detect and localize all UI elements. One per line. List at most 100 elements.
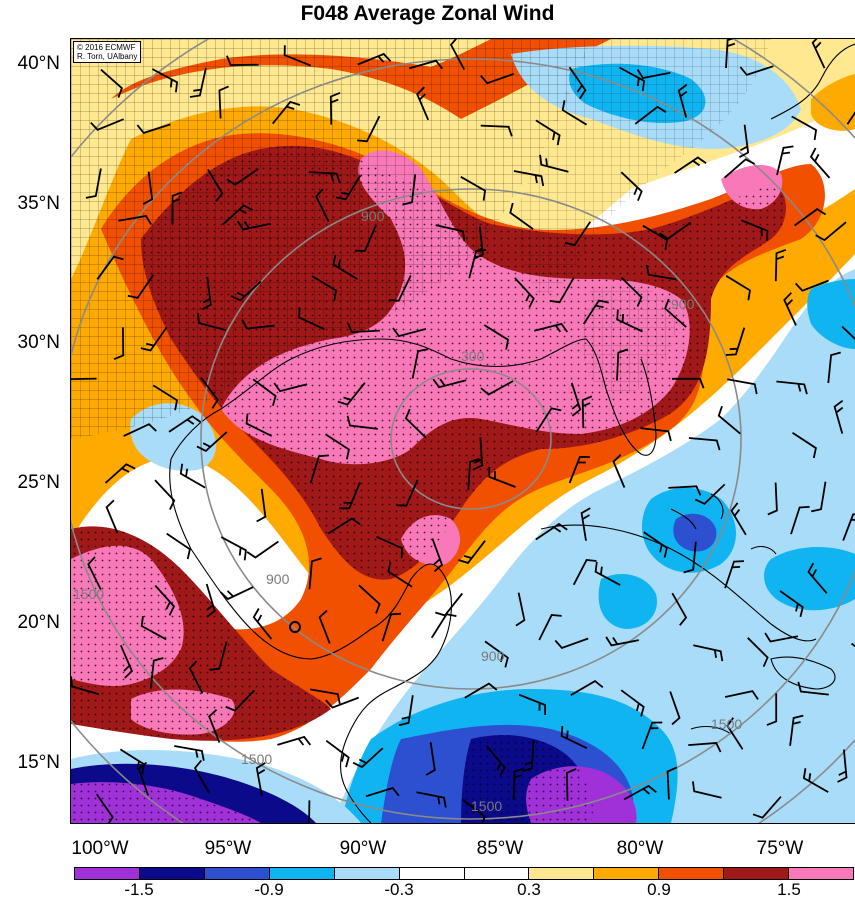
lon-label-75w: 75°W — [756, 838, 804, 859]
wind-barb — [535, 407, 562, 433]
wind-barb — [488, 466, 516, 488]
wind-barb — [693, 644, 724, 662]
wind-barb — [219, 586, 254, 601]
wind-barb — [792, 431, 817, 459]
wind-barb — [842, 513, 855, 541]
wind-barb — [725, 275, 751, 301]
storm-center-marker — [289, 621, 301, 633]
wind-barb — [357, 115, 381, 143]
wind-barb — [346, 415, 378, 430]
colorbar-cell — [204, 868, 270, 879]
wind-barb — [230, 280, 262, 302]
author-text: R. Torn, UAlbany — [77, 52, 138, 61]
colorbar-cell — [269, 868, 335, 879]
colorbar-cell — [659, 868, 725, 879]
wind-barb — [730, 502, 747, 536]
wind-barb — [256, 488, 267, 523]
wind-barb — [85, 168, 102, 199]
wind-barb — [461, 798, 486, 823]
wind-barb — [616, 309, 643, 333]
wind-barb — [535, 522, 568, 541]
wind-barb — [671, 592, 688, 626]
wind-barb — [207, 168, 224, 202]
wind-barb — [404, 408, 427, 439]
colorbar-label: 1.5 — [777, 880, 801, 899]
wind-barb — [277, 735, 312, 746]
wind-barb — [381, 612, 401, 642]
wind-barb — [241, 319, 275, 330]
wind-barb — [724, 690, 759, 700]
wind-barb — [246, 540, 279, 559]
wind-barb — [727, 378, 758, 395]
wind-barb — [376, 535, 404, 559]
wind-barb — [252, 378, 277, 406]
wind-barb — [776, 380, 808, 395]
contour-label-group: 300 900 900 900 900 1500 1500 1500 1500 — [73, 208, 742, 814]
wind-barb — [594, 561, 621, 586]
wind-barb — [672, 377, 705, 389]
wind-barb — [582, 299, 609, 325]
wind-barb — [325, 433, 350, 460]
wind-barb — [431, 538, 444, 573]
wind-barb — [432, 378, 467, 389]
wind-barb — [140, 326, 168, 352]
wind-barb — [308, 171, 341, 184]
colorbar-cell — [724, 868, 790, 879]
wind-barb — [398, 695, 414, 727]
wind-barb — [179, 463, 206, 489]
wind-barb — [222, 204, 254, 226]
wind-barb — [767, 482, 778, 516]
wind-barb — [581, 395, 593, 429]
wind-barb — [90, 118, 124, 131]
wind-barb — [846, 111, 855, 125]
wind-barb — [273, 382, 308, 393]
wind-barb — [827, 351, 841, 384]
wind-barb — [841, 325, 855, 341]
wind-barb — [616, 348, 629, 381]
wind-barb — [480, 380, 514, 396]
lon-label-80w: 80°W — [616, 838, 664, 859]
wind-barb — [837, 749, 848, 783]
colorbar-cell — [464, 868, 530, 879]
wind-barb — [95, 793, 114, 823]
wind-barb — [752, 796, 782, 819]
wind-barb — [580, 507, 591, 541]
wind-barb — [570, 680, 604, 696]
wind-barb — [815, 221, 847, 242]
wind-barb — [534, 322, 569, 333]
wind-barb — [674, 156, 707, 174]
wind-barb — [87, 556, 102, 590]
wind-barb — [208, 709, 221, 743]
wind-barb — [358, 584, 381, 614]
wind-barb — [642, 224, 668, 250]
wind-barb — [740, 219, 769, 241]
wind-barb — [357, 52, 392, 66]
wind-barb — [152, 384, 178, 411]
wind-barb — [236, 220, 271, 231]
wind-barb — [449, 39, 465, 70]
wind-barb — [100, 68, 123, 98]
map-title: F048 Average Zonal Wind — [300, 2, 555, 25]
wind-barb — [483, 324, 509, 350]
political-boundaries — [71, 39, 771, 439]
wind-barb — [118, 215, 152, 225]
wind-barb — [509, 202, 534, 230]
colorbar-label: -0.9 — [254, 880, 284, 899]
wind-barb — [226, 55, 259, 66]
wind-barb — [802, 768, 829, 793]
lat-label-40n: 40°N — [17, 53, 60, 74]
wind-barb — [480, 124, 513, 137]
colorbar-label: -0.3 — [384, 880, 414, 899]
wind-barb — [188, 660, 204, 694]
wind-barb — [725, 327, 746, 356]
wind-barb — [205, 583, 216, 618]
wind-barb — [515, 592, 526, 627]
colorbar-cell — [334, 868, 400, 879]
colorbar-cell — [75, 868, 140, 879]
wind-barb — [137, 761, 149, 796]
wind-barb — [435, 224, 466, 242]
wind-barb — [620, 171, 643, 202]
colorbar-cell — [594, 868, 660, 879]
wind-barb — [140, 615, 167, 641]
wind-barb — [209, 641, 228, 671]
